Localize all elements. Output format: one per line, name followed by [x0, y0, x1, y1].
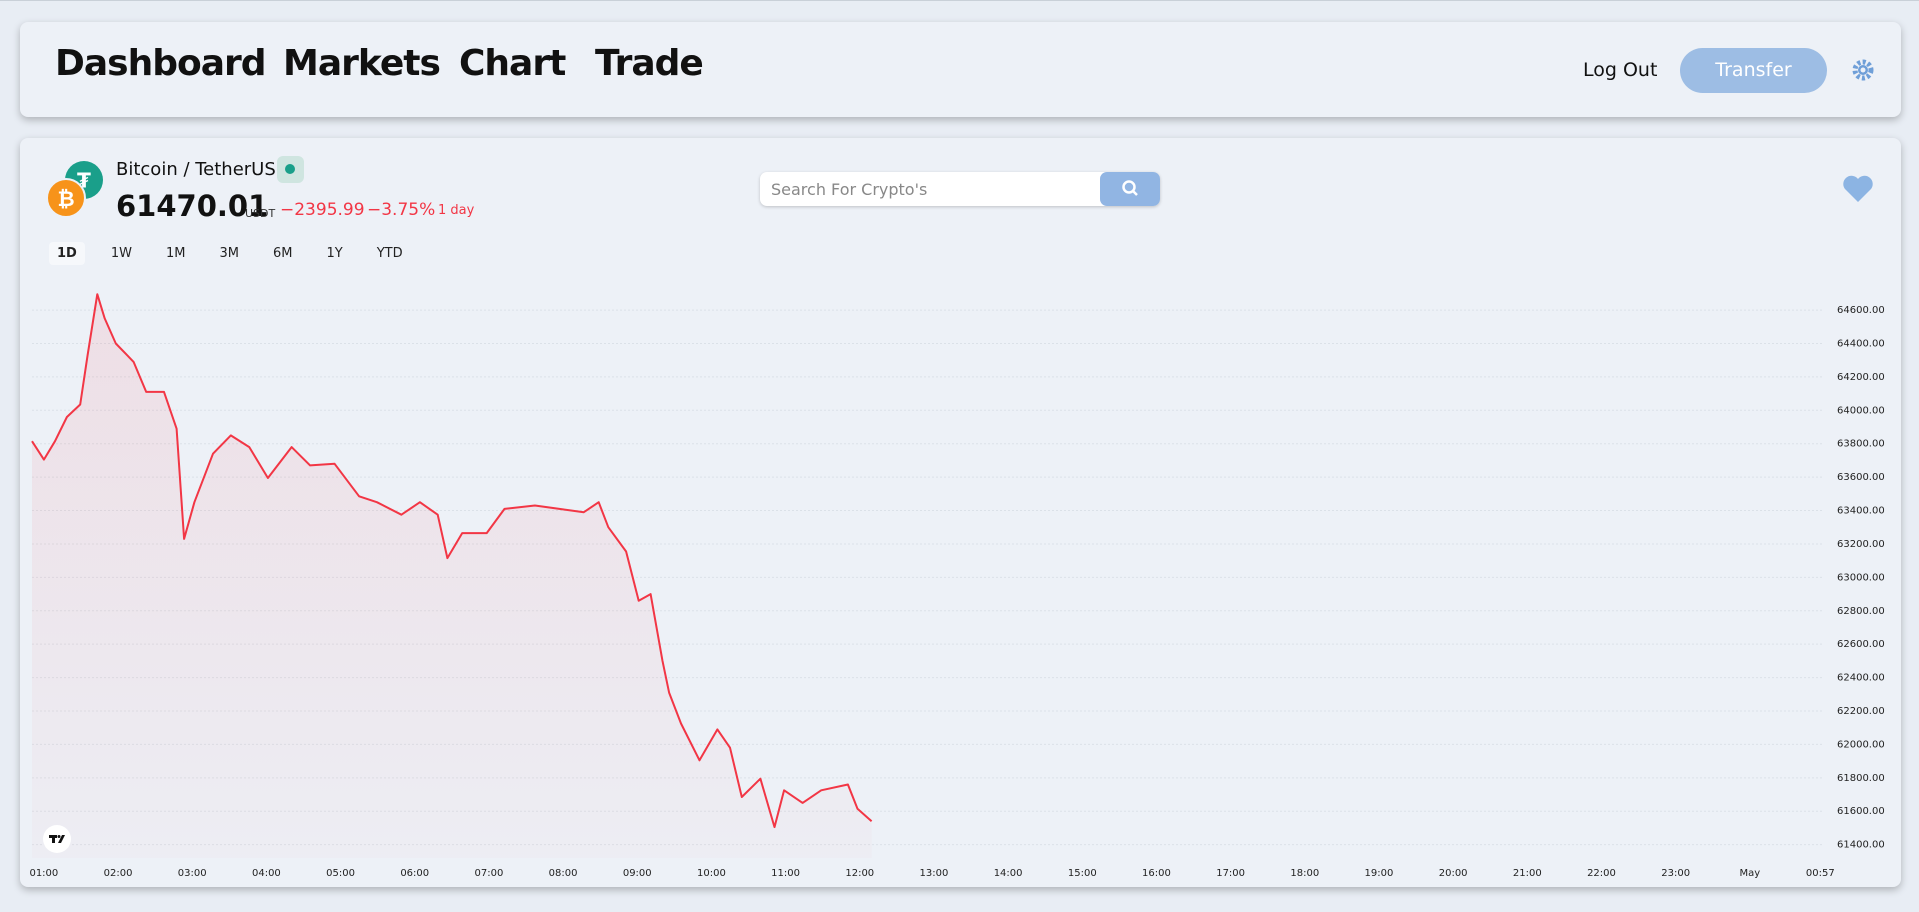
x-tick-label: 17:00 [1216, 868, 1245, 879]
search-button[interactable] [1100, 172, 1160, 206]
period: 1 day [438, 203, 475, 218]
search-placeholder: Search For Crypto's [771, 180, 928, 199]
x-tick-label: 23:00 [1661, 868, 1690, 879]
status-badge [277, 156, 304, 183]
x-tick-label: 21:00 [1513, 868, 1542, 879]
x-tick-label: 05:00 [326, 868, 355, 879]
x-tick-label: 13:00 [920, 868, 949, 879]
change: −2395.99 [280, 200, 365, 220]
y-tick-label: 63800.00 [1837, 439, 1885, 450]
x-tick-label: 04:00 [252, 868, 281, 879]
coin-icons: ₮ ₿ [46, 161, 103, 218]
range-tab[interactable]: 1D [49, 242, 85, 265]
search-box[interactable]: Search For Crypto's [760, 172, 1160, 206]
y-tick-label: 62000.00 [1837, 739, 1885, 750]
x-tick-label: 03:00 [178, 868, 207, 879]
x-tick-label: 16:00 [1142, 868, 1171, 879]
y-tick-label: 64600.00 [1837, 305, 1885, 316]
x-tick-label: 22:00 [1587, 868, 1616, 879]
x-tick-label: 06:00 [400, 868, 429, 879]
x-tick-label: 01:00 [29, 868, 58, 879]
price: 61470.01 [116, 189, 269, 223]
logout[interactable]: Log Out [1583, 59, 1658, 81]
y-tick-label: 63200.00 [1837, 539, 1885, 550]
tv-logo [43, 825, 71, 853]
favorite-icon[interactable] [1842, 174, 1874, 204]
area [32, 294, 872, 858]
y-tick-label: 61600.00 [1837, 806, 1885, 817]
x-tick-label: 15:00 [1068, 868, 1097, 879]
x-tick-label: 07:00 [474, 868, 503, 879]
x-tick-label: 12:00 [845, 868, 874, 879]
x-tick-label: 14:00 [994, 868, 1023, 879]
x-tick-label: 08:00 [549, 868, 578, 879]
range-tab[interactable]: 6M [272, 246, 293, 261]
x-tick-label: 20:00 [1439, 868, 1468, 879]
y-tick-label: 63600.00 [1837, 472, 1885, 483]
price-line [31, 293, 873, 829]
x-tick-label: May [1739, 868, 1760, 879]
change-percent: −3.75% [367, 200, 436, 220]
y-tick-label: 61400.00 [1837, 840, 1885, 851]
range-tab[interactable]: 1M [165, 246, 186, 261]
y-tick-label: 64200.00 [1837, 372, 1885, 383]
status-dot [285, 164, 295, 174]
pair-name: Bitcoin / TetherUS [116, 159, 276, 180]
nav-link[interactable]: Trade [595, 43, 704, 84]
y-tick-label: 62400.00 [1837, 673, 1885, 684]
x-tick-label: 19:00 [1365, 868, 1394, 879]
y-tick-label: 64400.00 [1837, 338, 1885, 349]
nav-link[interactable]: Dashboard [55, 43, 267, 84]
x-tick-label: 00:57 [1806, 868, 1835, 879]
x-tick-label: 11:00 [771, 868, 800, 879]
range-tab[interactable]: 3M [219, 246, 239, 261]
x-tick-label: 10:00 [697, 868, 726, 879]
nav-link[interactable]: Chart [459, 43, 566, 84]
price-unit: USDT [245, 207, 276, 220]
transfer-button[interactable]: Transfer [1680, 48, 1827, 93]
y-tick-label: 62800.00 [1837, 606, 1885, 617]
range-tab[interactable]: YTD [376, 246, 403, 261]
nav-bar [20, 22, 1901, 117]
base-symbol: ₿ [57, 187, 74, 211]
y-tick-label: 62200.00 [1837, 706, 1885, 717]
x-tick-label: 02:00 [104, 868, 133, 879]
y-tick-label: 62600.00 [1837, 639, 1885, 650]
range-tabs: 1D 1W 1M 3M 6M 1Y YTD [49, 242, 411, 265]
settings-icon[interactable] [1852, 59, 1874, 81]
base-icon [46, 178, 86, 218]
x-tick-label: 09:00 [623, 868, 652, 879]
search-icon [1122, 180, 1138, 196]
range-tab[interactable]: 1Y [326, 246, 343, 261]
y-tick-label: 61800.00 [1837, 773, 1885, 784]
nav-link[interactable]: Markets [283, 43, 441, 84]
y-tick-label: 63400.00 [1837, 506, 1885, 517]
y-tick-label: 64000.00 [1837, 405, 1885, 416]
y-tick-label: 63000.00 [1837, 572, 1885, 583]
range-tab[interactable]: 1W [110, 246, 132, 261]
x-tick-label: 18:00 [1290, 868, 1319, 879]
